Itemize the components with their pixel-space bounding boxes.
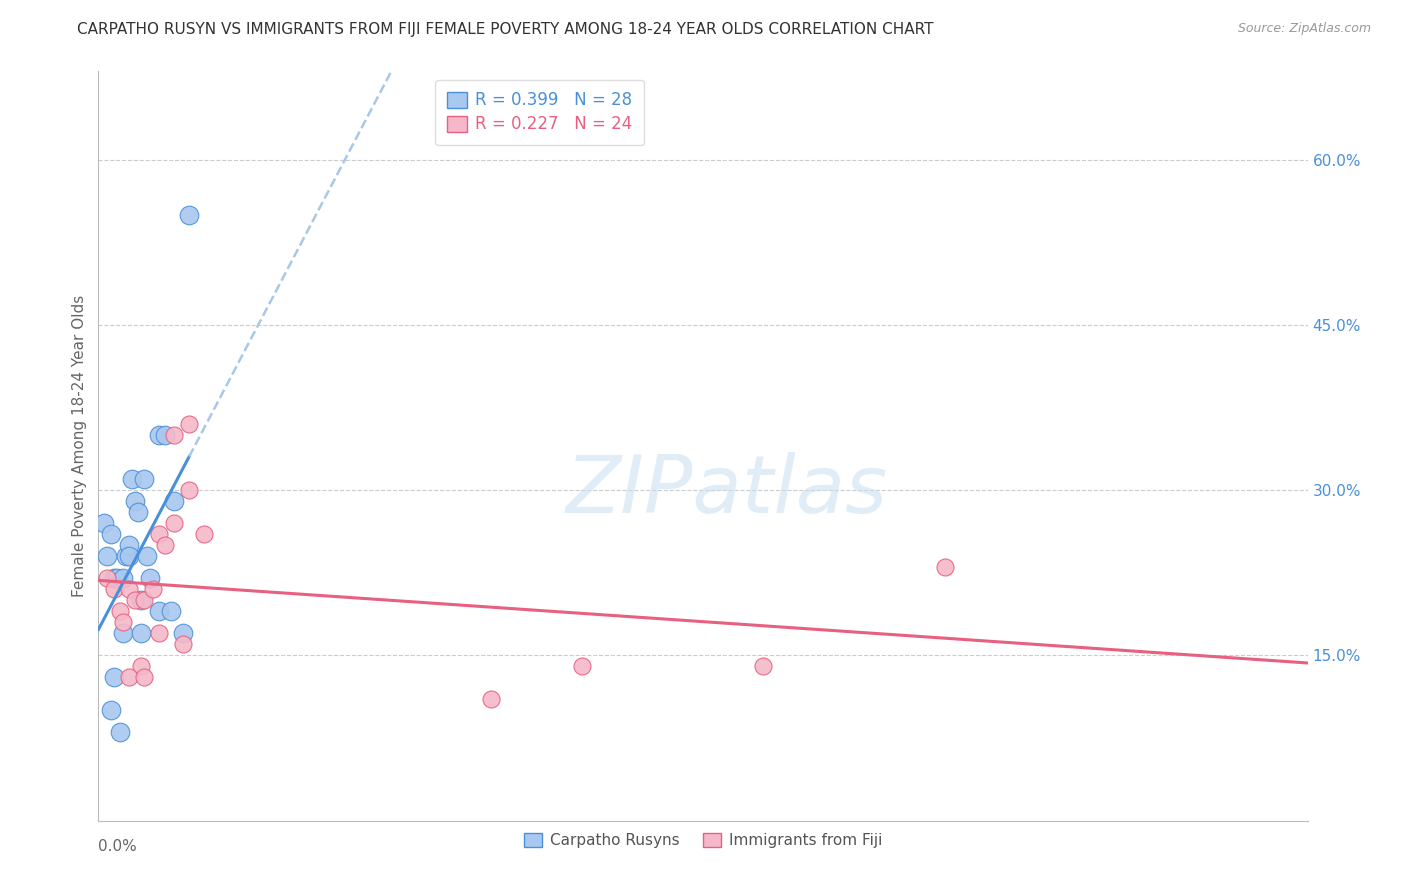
Point: [153, 428, 176, 442]
Point: [124, 494, 146, 508]
Point: [103, 670, 125, 684]
Point: [163, 516, 186, 530]
Point: [111, 571, 134, 585]
Legend: Carpatho Rusyns, Immigrants from Fiji: Carpatho Rusyns, Immigrants from Fiji: [517, 827, 889, 855]
Point: [481, 692, 503, 706]
Point: [100, 527, 122, 541]
Point: [118, 582, 141, 597]
Point: [163, 494, 186, 508]
Point: [135, 549, 157, 564]
Point: [148, 626, 170, 640]
Point: [160, 604, 183, 618]
Point: [132, 670, 155, 684]
Point: [105, 571, 128, 585]
Point: [118, 549, 141, 564]
Point: [179, 483, 201, 497]
Point: [100, 703, 122, 717]
Text: ZIPatlas: ZIPatlas: [567, 452, 889, 530]
Point: [571, 659, 593, 673]
Text: CARPATHO RUSYN VS IMMIGRANTS FROM FIJI FEMALE POVERTY AMONG 18-24 YEAR OLDS CORR: CARPATHO RUSYN VS IMMIGRANTS FROM FIJI F…: [77, 22, 934, 37]
Point: [163, 428, 186, 442]
Point: [172, 626, 194, 640]
Text: 0.0%: 0.0%: [98, 839, 138, 855]
Point: [193, 527, 215, 541]
Point: [103, 571, 125, 585]
Point: [129, 659, 152, 673]
Point: [121, 472, 143, 486]
Point: [96, 549, 118, 564]
Point: [129, 626, 152, 640]
Point: [132, 593, 155, 607]
Point: [118, 538, 141, 552]
Point: [111, 626, 134, 640]
Point: [132, 472, 155, 486]
Point: [148, 604, 170, 618]
Point: [129, 593, 152, 607]
Point: [179, 208, 201, 222]
Point: [93, 516, 115, 530]
Y-axis label: Female Poverty Among 18-24 Year Olds: Female Poverty Among 18-24 Year Olds: [72, 295, 87, 597]
Point: [108, 725, 131, 739]
Point: [118, 670, 141, 684]
Point: [96, 571, 118, 585]
Point: [142, 582, 165, 597]
Point: [752, 659, 775, 673]
Text: Source: ZipAtlas.com: Source: ZipAtlas.com: [1237, 22, 1371, 36]
Point: [124, 593, 146, 607]
Point: [127, 505, 149, 519]
Point: [114, 549, 136, 564]
Point: [103, 582, 125, 597]
Point: [934, 560, 956, 574]
Point: [108, 604, 131, 618]
Point: [153, 538, 176, 552]
Point: [139, 571, 162, 585]
Point: [148, 527, 170, 541]
Point: [179, 417, 201, 431]
Point: [111, 615, 134, 630]
Point: [148, 428, 170, 442]
Point: [172, 637, 194, 651]
